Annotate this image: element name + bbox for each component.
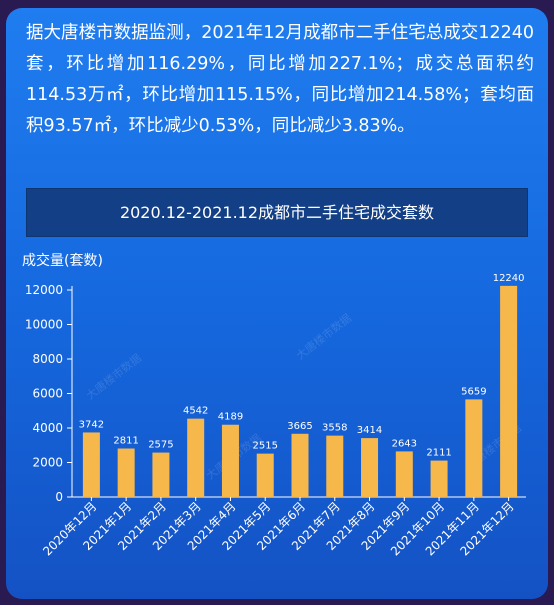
intro-paragraph: 据大唐楼市数据监测，2021年12月成都市二手住宅总成交12240套，环比增加1…: [26, 23, 534, 136]
bar-value-label: 3742: [79, 419, 104, 430]
bar: [152, 452, 170, 497]
infographic-card: 据大唐楼市数据监测，2021年12月成都市二手住宅总成交12240套，环比增加1…: [6, 8, 548, 599]
bar-value-label: 2515: [253, 441, 278, 452]
bar-value-label: 2575: [148, 440, 173, 451]
bar: [256, 453, 274, 497]
bar: [465, 399, 483, 497]
y-tick-label: 0: [55, 490, 63, 504]
watermark-text: 大唐楼市数据: [83, 351, 144, 403]
chart-title: 2020.12-2021.12成都市二手住宅成交套数: [26, 188, 528, 237]
bar: [187, 418, 205, 497]
y-tick-label: 8000: [32, 352, 63, 366]
bar-value-label: 3558: [322, 423, 347, 434]
bar: [361, 438, 379, 497]
bar: [500, 285, 518, 497]
bar-value-label: 3414: [357, 425, 382, 436]
bar: [82, 432, 100, 497]
y-tick-label: 10000: [25, 318, 63, 332]
bar: [117, 448, 135, 497]
bar-value-label: 4189: [218, 412, 243, 423]
bar: [430, 460, 448, 497]
bar-value-label: 12240: [493, 273, 525, 284]
y-axis-label: 成交量(套数): [22, 253, 103, 269]
y-tick-label: 6000: [32, 387, 63, 401]
y-tick-label: 12000: [25, 283, 63, 297]
bar-value-label: 3665: [287, 421, 312, 432]
bar: [326, 435, 344, 497]
bar-value-label: 5659: [461, 386, 486, 397]
bar-value-label: 2811: [113, 436, 138, 447]
bar-value-label: 2111: [426, 448, 451, 459]
bar-value-label: 2643: [392, 438, 417, 449]
bar: [395, 451, 413, 497]
bar: [221, 424, 239, 497]
y-tick-label: 2000: [32, 456, 63, 470]
bar-value-label: 4542: [183, 406, 208, 417]
watermark-text: 大唐楼市数据: [293, 311, 354, 363]
bar: [291, 433, 309, 497]
y-tick-label: 4000: [32, 421, 63, 435]
